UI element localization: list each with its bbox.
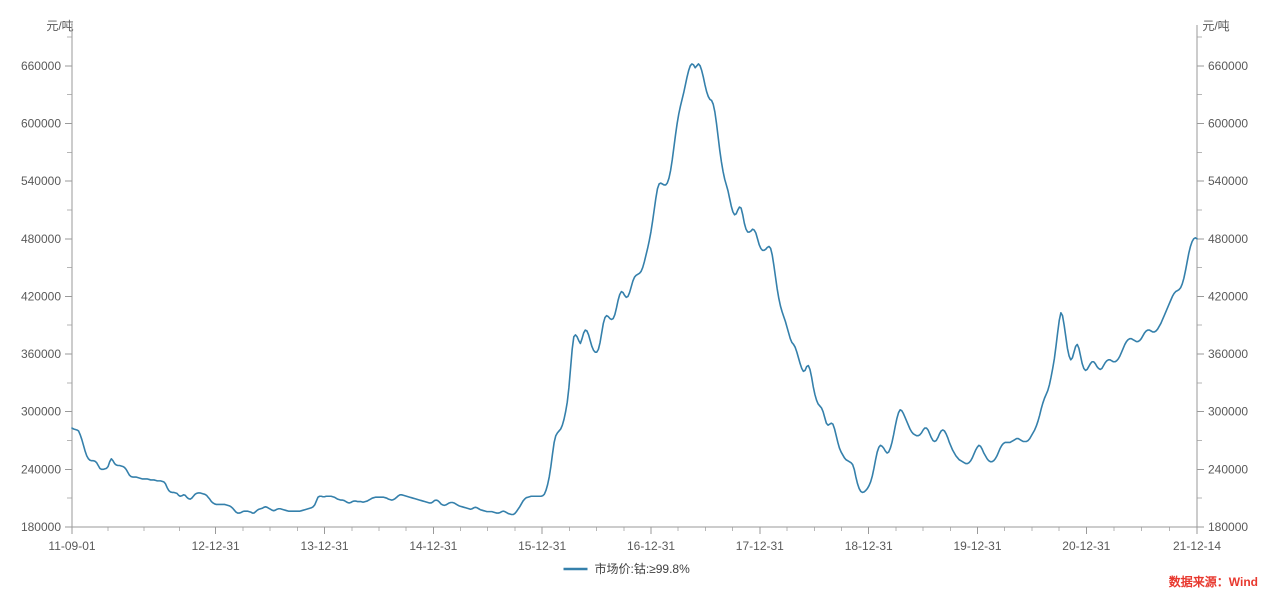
- chart-legend[interactable]: 市场价:钴:≥99.8%: [563, 561, 691, 576]
- x-axis-tick-label: 12-12-31: [192, 539, 240, 553]
- x-axis-tick-label: 13-12-31: [301, 539, 349, 553]
- y-axis-left-tick-label: 360000: [21, 347, 61, 361]
- y-axis-left-tick-label: 600000: [21, 116, 61, 130]
- y-axis-right-tick-label: 600000: [1208, 116, 1248, 130]
- y-axis-right-tick-label: 240000: [1208, 462, 1248, 476]
- y-axis-left-tick-label: 240000: [21, 462, 61, 476]
- x-axis-tick-label: 21-12-14: [1173, 539, 1221, 553]
- y-axis-left-tick-label: 180000: [21, 520, 61, 534]
- y-axis-left-tick-label: 540000: [21, 174, 61, 188]
- x-axis-ticks: 11-09-01 12-12-31 13-12-31 14-12-31 15-12-31…: [48, 527, 1221, 553]
- y-axis-right-tick-label: 360000: [1208, 347, 1248, 361]
- y-axis-left-tick-label: 480000: [21, 232, 61, 246]
- x-axis-tick-label: 14-12-31: [409, 539, 457, 553]
- y-axis-right-tick-label: 480000: [1208, 232, 1248, 246]
- x-axis-tick-label: 20-12-31: [1062, 539, 1110, 553]
- left-axis-unit-label: 元/吨: [46, 19, 73, 33]
- right-axis-unit-label: 元/吨: [1202, 19, 1229, 33]
- legend-label[interactable]: 市场价:钴:≥99.8%: [595, 561, 691, 576]
- y-axis-left-tick-label: 660000: [21, 59, 61, 73]
- y-axis-right-ticks: 180000 240000 300000 360000 420000 480000 5400…: [1197, 36, 1248, 534]
- x-axis-tick-label: 19-12-31: [953, 539, 1001, 553]
- y-axis-right-tick-label: 180000: [1208, 520, 1248, 534]
- y-axis-left-tick-label: 420000: [21, 289, 61, 303]
- y-axis-right-tick-label: 540000: [1208, 174, 1248, 188]
- y-axis-left-tick-label: 300000: [21, 405, 61, 419]
- x-axis-tick-label: 11-09-01: [48, 539, 95, 553]
- x-axis-tick-label: 18-12-31: [845, 539, 893, 553]
- y-axis-left-ticks: 180000 240000 300000 360000 420000 480000 5400…: [21, 36, 72, 534]
- x-axis-tick-label: 16-12-31: [627, 539, 675, 553]
- y-axis-right-tick-label: 420000: [1208, 289, 1248, 303]
- series-line-0: [71, 63, 1198, 516]
- y-axis-right-tick-label: 300000: [1208, 405, 1248, 419]
- x-axis-tick-label: 17-12-31: [736, 539, 784, 553]
- x-axis-tick-label: 15-12-31: [518, 539, 566, 553]
- y-axis-right-tick-label: 660000: [1208, 59, 1248, 73]
- data-source-note: 数据来源：Wind: [1169, 574, 1258, 589]
- series-lines: [71, 63, 1198, 516]
